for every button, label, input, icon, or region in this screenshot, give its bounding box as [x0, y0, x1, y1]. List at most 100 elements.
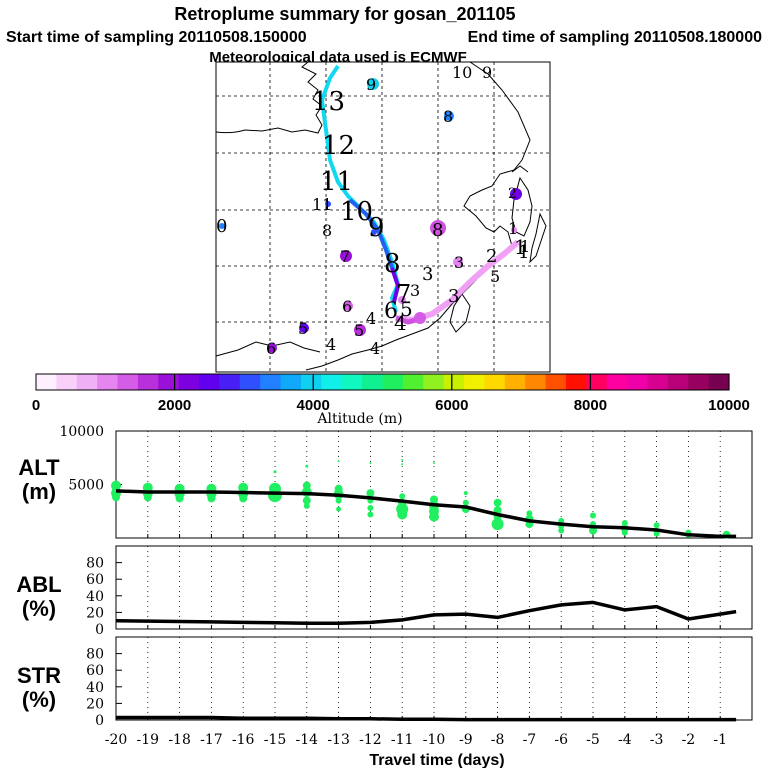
colorbar-cell — [423, 374, 445, 390]
cluster-marker — [453, 257, 463, 267]
traj-label: 8 — [384, 249, 401, 279]
cluster-label: 1 — [518, 242, 529, 263]
scatter-point — [401, 458, 404, 461]
colorbar-tick-label: 0 — [32, 397, 40, 414]
colorbar-cells — [36, 374, 730, 390]
traj-label: 1 — [514, 235, 527, 259]
x-tick-label: -11 — [391, 732, 414, 748]
traj-label: 13 — [312, 87, 345, 117]
scatter-point — [493, 498, 502, 507]
panel-alt: 10000 5000 ALT(m) — [18, 424, 753, 539]
cluster-marker — [371, 229, 377, 235]
scatter-point — [337, 460, 340, 462]
colorbar-cell — [647, 374, 669, 390]
colorbar-cell — [76, 374, 98, 390]
scatter-point — [653, 530, 660, 537]
start-time-label: Start time of sampling 20110508.150000 — [6, 29, 307, 46]
scatter-point — [303, 502, 310, 509]
cluster-label: 3 — [410, 281, 420, 300]
cluster-label: 10 — [452, 63, 472, 82]
cluster-label: 1 — [508, 219, 518, 238]
colorbar-label: Altitude (m) — [316, 411, 402, 427]
colorbar-cell — [484, 374, 506, 390]
scatter-point — [268, 488, 282, 503]
cluster-label: 8 — [322, 221, 332, 240]
cluster-marker — [398, 296, 406, 304]
colorbar-cell — [56, 374, 78, 390]
colorbar-cell — [667, 374, 689, 390]
trajectory-lower — [390, 267, 401, 303]
colorbar-tick-label: 6000 — [435, 397, 468, 414]
cluster-marker — [510, 188, 522, 200]
cluster-label: 9 — [482, 63, 492, 82]
cluster-label: 5 — [354, 321, 364, 340]
colorbar-cell — [117, 374, 139, 390]
colorbar-cell — [97, 374, 119, 390]
y-tick-label: 10000 — [59, 424, 104, 440]
traj-label: 11 — [320, 167, 353, 197]
y-tick-label: 0 — [95, 713, 104, 729]
y-tick-label: 80 — [86, 556, 104, 572]
colorbar-cell — [260, 374, 282, 390]
y-tick-label: 60 — [86, 663, 104, 679]
altitude-colorbar: 0 2000 4000 6000 8000 10000 Altitude (m) — [32, 373, 750, 427]
cluster-label: 6 — [266, 339, 276, 358]
traj-label: 4 — [394, 311, 407, 335]
map-labels: 13 12 11 10 9 8 7 6 5 4 3 2 1 9 10 9 8 0… — [216, 63, 530, 358]
colorbar-cell — [606, 374, 628, 390]
cluster-label: 4 — [370, 339, 380, 358]
colorbar-cell — [199, 374, 221, 390]
cluster-marker — [430, 220, 446, 236]
scatter-point — [433, 462, 435, 465]
cluster-label: 11 — [312, 195, 332, 214]
x-tick-label: -9 — [459, 732, 473, 748]
y-tick-label: 40 — [86, 589, 104, 605]
x-tick-label: -2 — [682, 732, 696, 748]
colorbar-ticks: 0 2000 4000 6000 8000 10000 — [32, 374, 750, 414]
cluster-label: 3 — [422, 264, 433, 285]
scatter-point — [401, 463, 404, 466]
colorbar-cell — [300, 374, 322, 390]
y-tick-label: 5000 — [68, 478, 104, 494]
colorbar-cell — [158, 374, 180, 390]
cluster-marker — [511, 227, 517, 233]
colorbar-tick-label: 8000 — [574, 397, 607, 414]
scatter-point — [366, 489, 375, 498]
scatter-point — [112, 493, 120, 502]
colorbar-cell — [178, 374, 200, 390]
cluster-label: 4 — [366, 309, 376, 328]
scatter-point — [175, 494, 184, 503]
colorbar-cell — [627, 374, 649, 390]
scatter-point — [273, 470, 277, 474]
cluster-markers — [219, 78, 522, 353]
cluster-marker — [299, 323, 309, 333]
traj-label: 5 — [400, 297, 413, 321]
colorbar-cell — [219, 374, 241, 390]
y-tick-label: 20 — [86, 696, 104, 712]
cluster-marker — [367, 78, 379, 90]
colorbar-cell — [137, 374, 159, 390]
cluster-marker — [219, 223, 225, 229]
x-tick-label: -8 — [491, 732, 505, 748]
cluster-marker — [340, 250, 352, 262]
series-line-abl — [115, 600, 737, 625]
scatter-point — [429, 511, 439, 522]
x-tick-label: -16 — [232, 732, 255, 748]
x-tick-label: -12 — [359, 732, 382, 748]
x-axis-label: Travel time (days) — [369, 752, 504, 768]
scatter-point — [653, 522, 660, 529]
colorbar-cell — [321, 374, 343, 390]
scatter-point — [491, 518, 504, 531]
colorbar-tick-label: 2000 — [158, 397, 191, 414]
panel-ylabel: STR — [17, 663, 61, 688]
colorbar-cell — [464, 374, 486, 390]
colorbar-cell — [402, 374, 424, 390]
x-tick-label: -15 — [264, 732, 287, 748]
traj-label: 7 — [396, 280, 411, 308]
colorbar-cell — [280, 374, 302, 390]
figure-title: Retroplume summary for gosan_201105 — [174, 4, 515, 24]
cluster-marker — [267, 343, 277, 353]
